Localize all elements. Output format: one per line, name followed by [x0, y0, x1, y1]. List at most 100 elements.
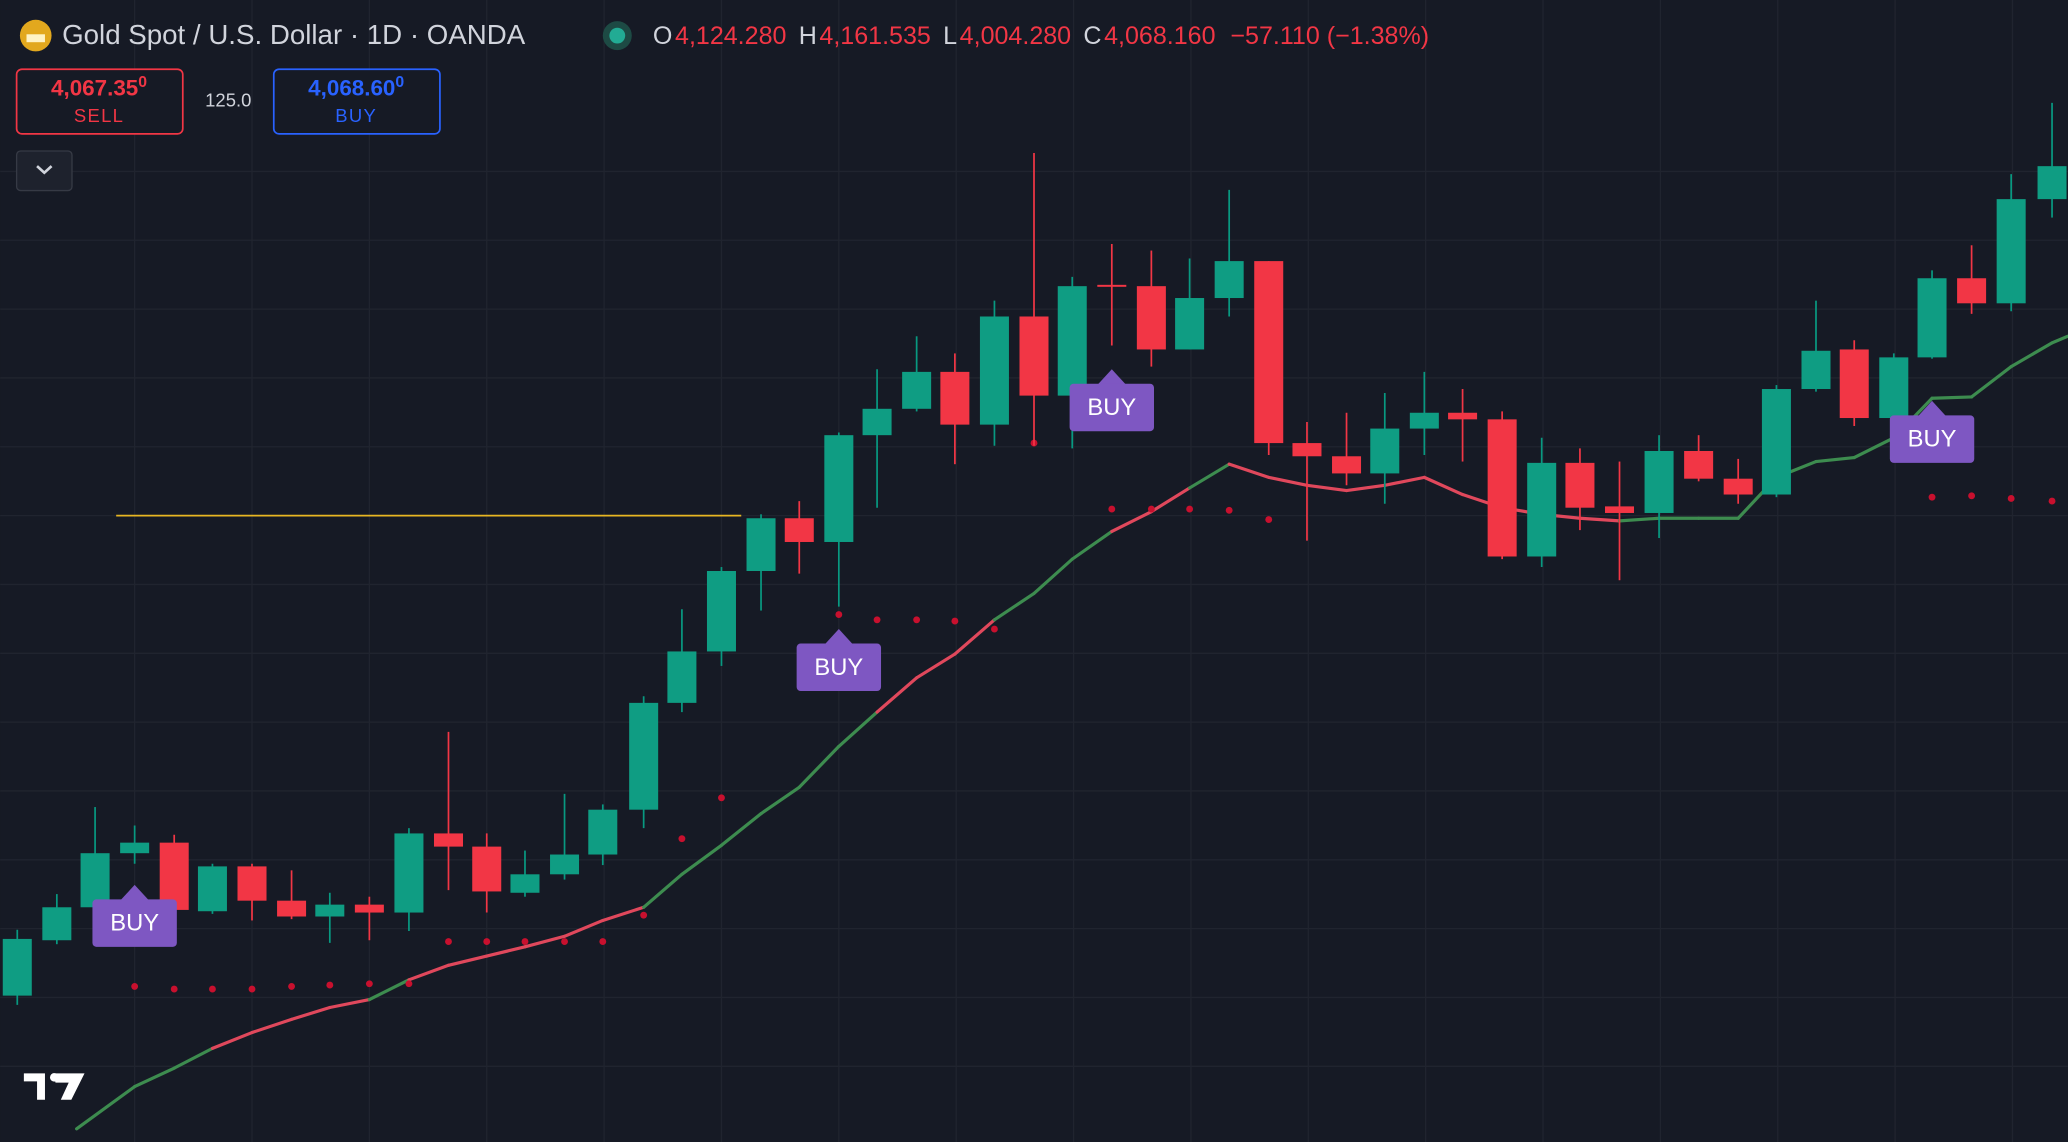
candle-body [550, 854, 580, 875]
candle-body [1996, 199, 2026, 304]
stop-dot [913, 616, 921, 624]
ohlc-value: 4,124.280 [675, 22, 786, 50]
ma-segment [1970, 365, 2013, 399]
stop-dot [405, 980, 413, 988]
candle-body [1332, 456, 1362, 474]
stop-dot [521, 938, 529, 945]
candle-body [1175, 298, 1205, 350]
ma-segment [407, 963, 451, 982]
candle-body [1565, 462, 1595, 508]
stop-dot [131, 982, 139, 990]
ohlc-key: L [943, 22, 957, 50]
candle-body [902, 371, 932, 409]
candle-body [1917, 278, 1947, 358]
ma-segment [1578, 516, 1622, 523]
stop-dot [1186, 505, 1194, 513]
ma-segment [1344, 483, 1387, 493]
stop-dot [326, 981, 334, 989]
candle-body [1644, 450, 1674, 513]
candle-body [1957, 278, 1987, 304]
candle-body [2, 938, 32, 996]
candle-body [1097, 284, 1127, 287]
signal-arrow [1097, 369, 1127, 386]
ma-segment [1227, 462, 1271, 479]
sell-price[interactable]: 4,067.350 [51, 74, 147, 100]
sell-label[interactable]: SELL [74, 105, 124, 126]
candle-body [277, 900, 307, 917]
signal-arrow [824, 629, 854, 645]
candle-body [940, 371, 970, 425]
candle-body [1723, 478, 1753, 495]
candle-body [706, 571, 736, 652]
ma-segment [915, 652, 957, 680]
stop-dot [1928, 493, 1936, 501]
stop-dot [170, 985, 178, 993]
candle-body [1761, 389, 1791, 495]
candle-body [746, 518, 776, 571]
candle-body [1605, 506, 1635, 513]
candle-body [315, 904, 345, 917]
buy-price-pip[interactable]: 0 [395, 74, 404, 91]
candle-body [197, 866, 227, 912]
tv-logo-dot [49, 1073, 59, 1082]
stop-dot [678, 835, 686, 843]
buy-price-main[interactable]: 4,068.60 [308, 76, 395, 101]
stop-dot [483, 938, 491, 945]
ma-segment [446, 954, 489, 967]
candle-body [1057, 286, 1087, 396]
stop-dot [835, 611, 843, 618]
ma-segment [1852, 436, 1896, 460]
signal-box [92, 899, 177, 947]
ma-segment [328, 997, 371, 1010]
candle-body [1409, 412, 1439, 429]
signal-label: BUY [110, 911, 159, 937]
signal-label: BUY [814, 655, 863, 681]
buy-button[interactable]: 4,068.600 BUY [272, 68, 441, 135]
buy-label[interactable]: BUY [335, 105, 377, 126]
collapse-button[interactable] [15, 150, 73, 192]
signal-arrow [1917, 400, 1947, 417]
ma-segment [75, 1085, 137, 1131]
sell-button[interactable]: 4,067.350 SELL [15, 68, 184, 135]
sell-price-pip[interactable]: 0 [138, 74, 147, 91]
signals: BUY BUY BUY BUY [92, 369, 1975, 947]
ma-segment [1149, 486, 1192, 514]
stop-dot [288, 982, 295, 990]
ma-segment [523, 934, 567, 949]
signal-arrow [120, 884, 150, 901]
sell-box[interactable] [15, 68, 184, 135]
ma-segment [719, 812, 763, 847]
ma-segment [1930, 395, 1974, 400]
candle-body [784, 518, 814, 542]
buy-price[interactable]: 4,068.600 [308, 74, 404, 100]
ma-segment [1305, 483, 1349, 493]
change: −57.110 (−1.38%) [1230, 22, 1429, 50]
stop-dot [248, 985, 256, 993]
ma-segment [562, 918, 605, 938]
candle-body [1684, 450, 1714, 479]
ohlc-key: C [1083, 22, 1101, 50]
candle-body [1527, 462, 1557, 557]
symbol-title[interactable]: Gold Spot / U.S. Dollar · 1D · OANDA [62, 19, 526, 50]
stop-dot [951, 617, 959, 625]
buy-box[interactable] [272, 68, 441, 135]
ma-segment [2009, 341, 2054, 369]
stop-dot [2007, 495, 2015, 502]
sell-price-main[interactable]: 4,067.35 [51, 76, 138, 101]
stop-dot [873, 616, 881, 624]
ma-segment [1188, 462, 1231, 490]
ma-segment [485, 945, 527, 958]
signal-box [1889, 415, 1975, 463]
chevron[interactable] [36, 165, 53, 175]
candle-body [862, 408, 892, 436]
ma-segment [759, 785, 801, 816]
ma-segment [642, 872, 684, 909]
candle-body [629, 702, 659, 810]
candle-body [1801, 350, 1831, 390]
collapse-box[interactable] [15, 150, 73, 192]
ma-segment [953, 618, 997, 656]
candle-body [237, 866, 267, 901]
ma-segment [601, 905, 646, 923]
